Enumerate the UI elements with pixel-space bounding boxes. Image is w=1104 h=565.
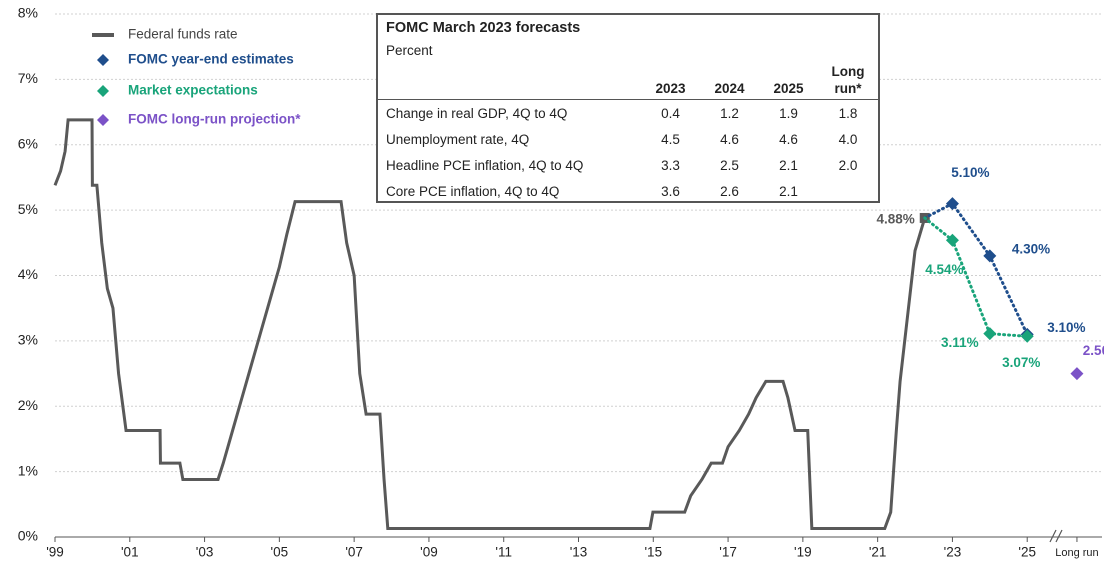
data-label: 3.07%: [1002, 355, 1040, 370]
diamond-marker: [983, 249, 997, 263]
table-cell: 3.6: [661, 183, 680, 199]
table-cell: 3.3: [661, 157, 680, 173]
x-tick-label: '23: [944, 545, 962, 560]
table-row: Headline PCE inflation, 4Q to 4Q 3.3 2.5 2.…: [378, 152, 878, 178]
y-tick-label: 1%: [18, 462, 38, 478]
row-label: Change in real GDP, 4Q to 4Q: [386, 105, 568, 121]
diamond-marker: [1020, 329, 1034, 343]
y-tick-label: 6%: [18, 135, 38, 151]
table-cell: 1.2: [720, 105, 739, 121]
data-label: 3.10%: [1047, 320, 1085, 335]
legend-label: Market expectations: [128, 83, 258, 98]
diamond-marker: [1070, 367, 1084, 381]
x-tick-label: '19: [794, 545, 812, 560]
y-tick-label: 8%: [18, 5, 38, 21]
data-label: 5.10%: [951, 165, 989, 180]
x-tick-label: '25: [1018, 545, 1036, 560]
annotation: 4.88%: [876, 212, 914, 227]
y-tick-label: 4%: [18, 266, 38, 282]
row-label: Headline PCE inflation, 4Q to 4Q: [386, 157, 584, 173]
table-grid: 2023 2024 2025 Long run* Change in real GDP,…: [378, 61, 878, 204]
row-label: Core PCE inflation, 4Q to 4Q: [386, 183, 560, 199]
table-cell: 4.0: [838, 131, 858, 147]
table-cell: 2.6: [720, 183, 739, 199]
table-cell: 4.6: [720, 131, 739, 147]
data-label: 4.54%: [925, 262, 963, 277]
table-cell: 2.1: [779, 157, 798, 173]
table-cell: 1.9: [779, 105, 798, 121]
data-label: 3.11%: [941, 335, 979, 350]
x-tick-label: Long run: [1055, 547, 1098, 559]
x-tick-label: '15: [644, 545, 662, 560]
legend-swatch: [97, 54, 109, 66]
table-cell: 4.5: [661, 131, 680, 147]
table-title: FOMC March 2023 forecasts: [386, 20, 581, 36]
legend-label: FOMC year-end estimates: [128, 52, 294, 67]
x-tick-label: '05: [271, 545, 289, 560]
y-tick-label: 7%: [18, 70, 38, 86]
x-tick-label: '07: [345, 545, 363, 560]
legend-swatch: [97, 85, 109, 97]
projection-connector: [923, 216, 1029, 338]
y-tick-label: 3%: [18, 332, 38, 348]
diamond-marker: [945, 197, 959, 211]
projection-connector: [923, 201, 1029, 336]
table-cell: 4.6: [779, 131, 798, 147]
legend-label: FOMC long-run projection*: [128, 112, 301, 127]
x-tick-label: '09: [420, 545, 438, 560]
y-tick-label: 2%: [18, 397, 38, 413]
table-cell: 1.8: [838, 105, 858, 121]
data-label: 2.50%: [1083, 343, 1104, 358]
legend-swatch: [97, 114, 109, 126]
y-tick-label: 5%: [18, 201, 38, 217]
y-tick-label: 0%: [18, 528, 38, 544]
table-cell: 2.0: [838, 157, 858, 173]
column-header: Long run*: [818, 61, 878, 100]
table-row: Unemployment rate, 4Q 4.5 4.6 4.6 4.0: [378, 126, 878, 152]
table-cell: 2.5: [720, 157, 739, 173]
row-label: Unemployment rate, 4Q: [386, 131, 530, 147]
table-row: Change in real GDP, 4Q to 4Q 0.4 1.2 1.9 1.8: [378, 100, 878, 127]
column-header: 2023: [641, 61, 700, 100]
column-header: 2025: [759, 61, 818, 100]
legend-label: Federal funds rate: [128, 27, 238, 42]
x-tick-label: '17: [719, 545, 737, 560]
table-subtitle: Percent: [386, 43, 433, 58]
data-label: 4.30%: [1012, 241, 1050, 256]
diamond-marker: [945, 233, 959, 247]
x-tick-label: '99: [46, 545, 64, 560]
table-row: Core PCE inflation, 4Q to 4Q 3.6 2.6 2.1: [378, 178, 878, 204]
x-tick-label: '01: [121, 545, 139, 560]
diamond-marker: [983, 327, 997, 341]
x-tick-label: '13: [570, 545, 588, 560]
axis-break: [1049, 529, 1063, 543]
forecast-table: FOMC March 2023 forecasts Percent 2023 20…: [376, 13, 880, 203]
table-cell: 2.1: [779, 183, 798, 199]
column-header: 2024: [700, 61, 759, 100]
table-cell: 0.4: [661, 105, 680, 121]
x-tick-label: '03: [196, 545, 214, 560]
x-tick-label: '11: [495, 545, 512, 560]
x-tick-label: '21: [869, 545, 887, 560]
fed-funds-line: [53, 118, 927, 531]
